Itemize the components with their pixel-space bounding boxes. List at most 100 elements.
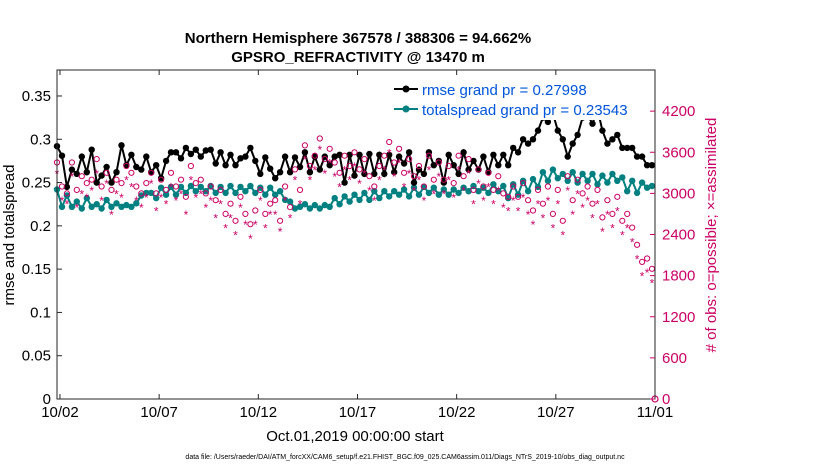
obs-possible-point <box>267 200 274 207</box>
obs-possible-point <box>495 173 502 180</box>
obs-assimilated-point: * <box>491 198 496 212</box>
obs-assimilated-point: * <box>431 187 436 201</box>
totalspread-point <box>227 182 234 190</box>
rmse-point <box>232 162 239 169</box>
obs-possible-point <box>465 156 472 163</box>
legend-entry-totalspread: totalspread grand pr = 0.23543 <box>394 102 628 119</box>
obs-possible-point <box>450 180 457 187</box>
obs-assimilated-point: * <box>640 270 645 284</box>
obs-assimilated-point: * <box>119 191 124 205</box>
obs-possible-point <box>579 190 586 197</box>
rmse-point <box>648 162 656 169</box>
obs-assimilated-point: * <box>486 181 491 195</box>
x-tick-label: 10/02 <box>41 404 79 421</box>
obs-assimilated-point: * <box>317 143 322 157</box>
obs-assimilated-point: * <box>620 229 625 243</box>
obs-possible-point <box>103 169 110 176</box>
y2-tick-label: 1200 <box>662 309 695 326</box>
obs-assimilated-point: * <box>104 177 109 191</box>
obs-possible-point <box>257 186 264 193</box>
obs-possible-point <box>376 162 383 170</box>
obs-possible-point <box>480 183 487 190</box>
obs-assimilated-point: * <box>456 163 461 177</box>
totalspread-point <box>371 188 378 195</box>
obs-possible-point <box>222 210 229 217</box>
totalspread-point <box>346 198 353 205</box>
obs-possible-point <box>490 186 497 193</box>
obs-assimilated-point: * <box>580 201 585 215</box>
obs-assimilated-point: * <box>174 194 179 208</box>
obs-possible-point <box>366 173 373 180</box>
rmse-point <box>643 162 651 169</box>
totalspread-point <box>381 188 388 195</box>
rmse-point <box>405 149 413 156</box>
totalspread-point <box>252 189 259 197</box>
obs-assimilated-point: * <box>114 187 119 201</box>
obs-assimilated-point: * <box>283 194 288 208</box>
obs-assimilated-point: * <box>630 235 635 249</box>
obs-possible-point <box>351 149 358 156</box>
obs-possible-point <box>460 173 467 180</box>
totalspread-point <box>544 177 552 184</box>
totalspread-point <box>73 198 81 205</box>
obs-possible-point <box>282 183 289 190</box>
totalspread-point <box>450 186 457 193</box>
obs-possible-point <box>311 152 318 159</box>
rmse-point <box>153 162 160 169</box>
rmse-point <box>490 151 497 158</box>
legend-marker-rmse <box>402 85 410 93</box>
rmse-point <box>93 179 100 186</box>
totalspread-point <box>212 189 219 197</box>
obs-possible-point <box>326 145 333 152</box>
obs-possible-point <box>361 156 368 163</box>
totalspread-point <box>143 189 150 197</box>
totalspread-point <box>579 170 586 178</box>
obs-possible-point <box>440 176 447 183</box>
obs-assimilated-point: * <box>382 163 387 177</box>
rmse-point <box>609 136 616 143</box>
totalspread-point <box>133 200 140 207</box>
obs-possible-point <box>296 186 304 193</box>
obs-assimilated-point: * <box>298 198 303 212</box>
rmse-point <box>410 179 418 186</box>
obs-possible-point <box>510 183 517 190</box>
totalspread-point <box>589 170 596 178</box>
obs-possible-point <box>301 142 308 149</box>
obs-possible-point <box>331 159 338 166</box>
totalspread-point <box>172 191 180 198</box>
rmse-point <box>68 166 76 173</box>
obs-possible-point <box>356 166 363 173</box>
totalspread-point <box>316 205 323 212</box>
obs-assimilated-point: * <box>357 177 362 191</box>
totalspread-point <box>480 184 487 191</box>
totalspread-point <box>153 194 160 202</box>
obs-assimilated-point: * <box>570 208 575 222</box>
x-tick-label: 10/12 <box>240 404 278 421</box>
obs-possible-point <box>207 183 214 190</box>
rmse-point <box>63 183 71 191</box>
obs-assimilated-point: * <box>362 167 367 181</box>
rmse-point <box>341 179 348 186</box>
obs-assimilated-point: * <box>555 198 560 212</box>
rmse-point <box>257 170 264 178</box>
obs-assimilated-point: * <box>243 218 248 232</box>
x-axis: 10/02 10/07 10/12 10/17 10/22 10/27 11/01 <box>41 70 673 421</box>
obs-assimilated-point: * <box>531 218 536 232</box>
rmse-point <box>544 118 552 126</box>
totalspread-point <box>624 188 631 195</box>
obs-possible-point <box>128 169 135 176</box>
obs-possible-point <box>529 207 537 214</box>
obs-possible-point <box>73 186 80 193</box>
rmse-point <box>316 166 323 173</box>
totalspread-point <box>296 203 304 210</box>
rmse-point <box>281 153 289 160</box>
obs-possible-point <box>425 152 432 159</box>
obs-possible-point <box>406 156 413 163</box>
totalspread-point <box>237 183 244 191</box>
totalspread-point <box>554 175 561 182</box>
obs-assimilated-point: * <box>546 194 551 208</box>
obs-possible-point <box>401 169 408 176</box>
obs-assimilated-point: * <box>496 184 501 198</box>
footnote: data file: /Users/raeder/DAI/ATM_forcXX/… <box>185 454 625 461</box>
totalspread-point <box>281 196 289 204</box>
